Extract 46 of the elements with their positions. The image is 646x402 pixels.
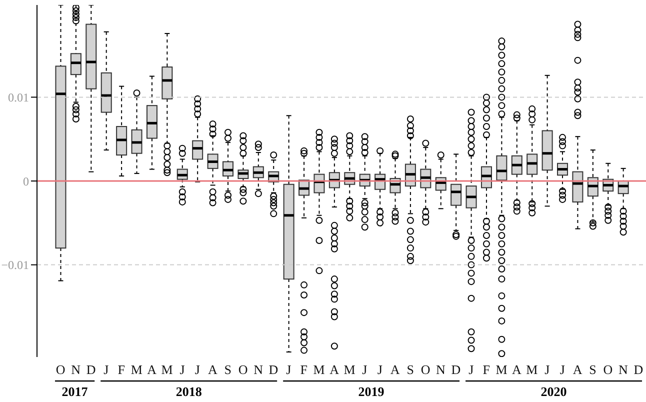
x-tick-label: N	[436, 362, 446, 378]
y-tick-label: 0.01	[8, 90, 29, 104]
x-tick-label: D	[634, 362, 644, 378]
x-tick-label: J	[362, 362, 368, 378]
x-tick-label: F	[118, 362, 126, 378]
x-tick-label: F	[482, 362, 490, 378]
x-tick-label: J	[468, 362, 474, 378]
x-tick-label: A	[208, 362, 218, 378]
y-tick-label: 0	[23, 174, 29, 188]
x-tick-label: D	[268, 362, 278, 378]
x-tick-label: O	[238, 362, 248, 378]
y-tick-label: −0.01	[1, 258, 29, 272]
x-tick-label: J	[194, 362, 200, 378]
x-tick-label: D	[451, 362, 461, 378]
x-tick-label: A	[572, 362, 583, 378]
x-tick-label: O	[420, 362, 430, 378]
x-tick-label: M	[161, 362, 174, 378]
x-tick-label: N	[254, 362, 264, 378]
x-tick-label: S	[406, 362, 414, 378]
x-tick-label: D	[86, 362, 96, 378]
x-tick-label: O	[603, 362, 613, 378]
x-tick-label: M	[344, 362, 356, 378]
x-tick-label: M	[496, 362, 508, 378]
x-tick-label: J	[104, 362, 109, 378]
x-tick-label: N	[71, 362, 82, 378]
text: 2019	[358, 384, 385, 399]
x-tick-label: M	[130, 362, 143, 378]
x-tick-label: N	[618, 362, 628, 378]
x-tick-label: M	[526, 362, 538, 378]
x-tick-label: A	[330, 362, 340, 378]
x-tick-label: S	[589, 362, 596, 378]
x-tick-label: F	[300, 362, 308, 378]
x-tick-label: S	[224, 362, 232, 378]
text: 2020	[540, 384, 567, 399]
x-tick-label: A	[390, 362, 400, 378]
x-tick-label: A	[512, 362, 522, 378]
x-tick-label: O	[56, 362, 66, 378]
text: 2018	[176, 384, 202, 399]
x-tick-label: A	[147, 362, 158, 378]
x-tick-label: M	[313, 362, 326, 378]
x-tick-label: J	[544, 362, 550, 378]
x-tick-label: J	[180, 362, 185, 378]
x-tick-label: J	[560, 362, 565, 378]
x-tick-label: J	[377, 362, 382, 378]
x-tick-label: J	[286, 362, 292, 378]
text: 2017	[62, 384, 88, 399]
